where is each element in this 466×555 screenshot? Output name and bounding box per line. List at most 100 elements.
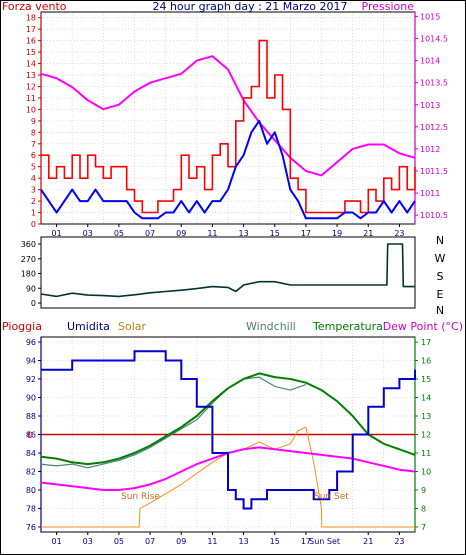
humidity-axis-tick-label: 90 <box>26 394 36 403</box>
wind-speed-label: Forza vento <box>2 0 67 13</box>
top-x-tick-label: 21 <box>363 229 373 238</box>
wind-axis-tick-label: 1 <box>31 209 36 218</box>
wind-axis-tick-label: 6 <box>31 151 36 160</box>
graph-title: 24 hour graph day : 21 Marzo 2017 <box>152 0 347 13</box>
compass-letter: N <box>436 234 444 247</box>
direction-plot-frame <box>40 236 416 309</box>
compass-letter: W <box>435 252 446 265</box>
wind-axis-tick-label: 4 <box>31 174 36 183</box>
bottom-x-tick-label: 17 <box>301 537 311 546</box>
dewpoint-label: Dew Point (°C) <box>383 320 463 333</box>
humidity-axis-tick-label: 80 <box>26 486 36 495</box>
direction-series <box>40 243 415 298</box>
bottom-x-tick-label: 07 <box>145 537 155 546</box>
top-x-tick-label: 05 <box>114 229 124 238</box>
humidity-label: Umidita <box>67 320 110 333</box>
bottom-series <box>40 350 416 528</box>
solar-label: Solar <box>118 320 147 333</box>
compass-letter: N <box>436 304 444 317</box>
wind-axis-tick-label: 0 <box>31 220 36 229</box>
pressure-axis-tick-label: 1015 <box>420 12 440 21</box>
bottom-x-tick-label: 13 <box>238 537 248 546</box>
bottom-x-tick-label: 03 <box>83 537 93 546</box>
direction-axis-tick-label: 360 <box>21 240 36 249</box>
humidity-line <box>41 350 416 510</box>
pressure-axis-tick-label: 1010.5 <box>420 211 448 220</box>
wind-axis-tick-label: 8 <box>31 128 36 137</box>
temperature-axis-tick-label: 8 <box>421 505 426 514</box>
humidity-axis-tick-label: 84 <box>26 449 36 458</box>
pressure-label: Pressione <box>362 0 415 13</box>
pressure-axis-tick-label: 1014.5 <box>420 35 448 44</box>
wind-axis-tick-label: 5 <box>31 163 36 172</box>
temperature-axis-tick-label: 12 <box>421 431 431 440</box>
bottom-x-tick-label: 15 <box>270 537 280 546</box>
wind-axis-tick-label: 18 <box>26 14 36 23</box>
pressure-axis-tick-label: 1011.5 <box>420 167 448 176</box>
humidity-axis-tick-label: 78 <box>26 505 36 514</box>
wind-axis-tick-label: 11 <box>26 94 36 103</box>
wind-axis-tick-label: 17 <box>26 25 36 34</box>
humidity-axis-tick-label: 86 <box>26 431 36 440</box>
direction-axis-tick-label: 0 <box>31 299 36 308</box>
top-x-tick-label: 17 <box>301 229 311 238</box>
top-x-tick-label: 01 <box>51 229 61 238</box>
bottom-x-tick-label: 05 <box>114 537 124 546</box>
rain-zero-label: 0 <box>27 431 33 441</box>
bottom-x-tick-label: 09 <box>176 537 186 546</box>
wind-axis-tick-label: 9 <box>31 117 36 126</box>
top-x-tick-label: 19 <box>332 229 342 238</box>
compass-letter: E <box>437 288 444 301</box>
top-x-axis: 01 03 05 07 09 11 13 15 17 19 21 23 <box>51 224 405 238</box>
sun-rise-annotation: Sun Rise <box>121 492 160 502</box>
temperature-axis-tick-label: 10 <box>421 468 431 477</box>
wind-axis-tick-label: 10 <box>26 105 36 114</box>
sun-set-annotation: Sun Set <box>314 492 349 502</box>
top-x-tick-label: 03 <box>83 229 93 238</box>
temperature-axis-tick-label: 16 <box>421 357 431 366</box>
wind-axis-tick-label: 15 <box>26 48 36 57</box>
wind-axis-tick-label: 12 <box>26 82 36 91</box>
top-x-tick-label: 11 <box>207 229 217 238</box>
pressure-axis-tick-label: 1011 <box>420 189 440 198</box>
bottom-x-tick-label: 23 <box>394 537 404 546</box>
humidity-axis-tick-label: 88 <box>26 412 36 421</box>
pressure-axis-tick-label: 1012 <box>420 145 440 154</box>
top-series <box>40 39 416 220</box>
rain-label: Pioggia <box>2 320 42 333</box>
temperature-axis-tick-label: 15 <box>421 375 431 384</box>
windchill-line <box>40 376 307 469</box>
temperature-axis-tick-label: 17 <box>421 338 431 347</box>
top-x-tick-label: 15 <box>270 229 280 238</box>
wind-average-line <box>40 119 416 220</box>
top-x-tick-label: 07 <box>145 229 155 238</box>
direction-axis-tick-label: 180 <box>21 270 36 279</box>
wind-axis-tick-label: 13 <box>26 71 36 80</box>
humidity-axis-tick-label: 82 <box>26 468 36 477</box>
wind-axis-tick-label: 7 <box>31 140 36 149</box>
temperature-line <box>40 372 416 466</box>
direction-axis-tick-label: 90 <box>26 284 36 293</box>
pressure-line <box>40 55 416 177</box>
wind-gust-line <box>41 39 416 214</box>
humidity-axis-tick-label: 94 <box>26 357 36 366</box>
top-x-tick-label: 23 <box>394 229 404 238</box>
bottom-x-axis: 01 03 05 07 09 11 13 15 17 21 23 Sun Set <box>51 532 405 546</box>
pressure-axis-tick-label: 1013.5 <box>420 79 448 88</box>
temperature-axis-tick-label: 11 <box>421 449 431 458</box>
temperature-axis-tick-label: 9 <box>421 486 426 495</box>
humidity-axis-tick-label: 92 <box>26 375 36 384</box>
bottom-x-tick-label: 11 <box>207 537 217 546</box>
bottom-x-tick-label: 21 <box>363 537 373 546</box>
humidity-axis-tick-label: 76 <box>26 523 36 532</box>
wind-axis-tick-label: 2 <box>31 197 36 206</box>
top-x-tick-label: 13 <box>238 229 248 238</box>
wind-axis-tick-label: 16 <box>26 37 36 46</box>
direction-axis: 0 90 180 270 360 <box>21 240 41 308</box>
